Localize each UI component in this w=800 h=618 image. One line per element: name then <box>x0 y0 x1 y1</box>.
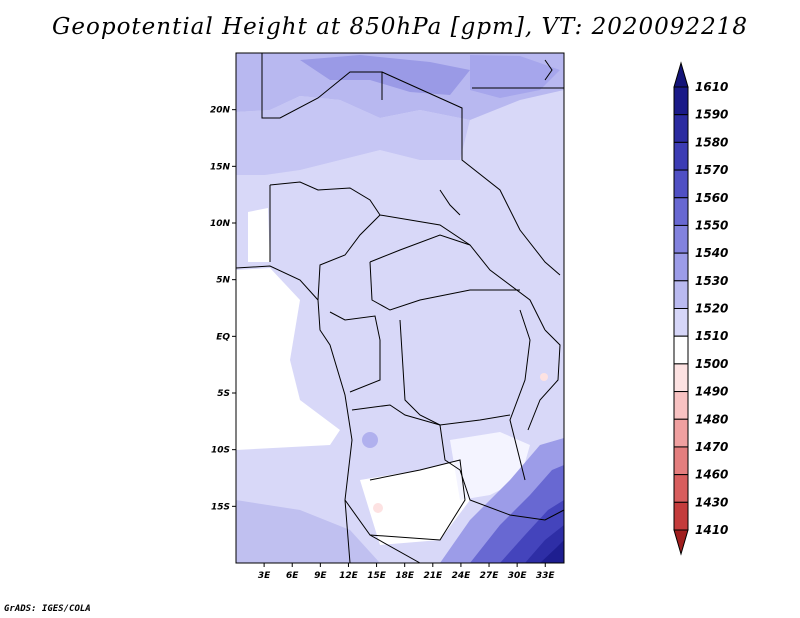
height-field <box>236 53 564 563</box>
x-tick-label: 24E <box>452 571 472 581</box>
colorbar-label: 1580 <box>695 135 728 149</box>
y-tick-label: 10S <box>211 446 230 456</box>
y-tick-label: 5N <box>216 276 230 286</box>
colorbar-label: 1520 <box>695 302 728 316</box>
colorbar-label: 1460 <box>695 468 728 482</box>
y-tick-label: 15S <box>211 502 230 512</box>
y-tick-label: 20N <box>210 106 231 116</box>
colorbar-swatch <box>673 169 689 199</box>
colorbar-label: 1430 <box>695 495 728 509</box>
y-axis: 20N 15N 10N 5N EQ 5S 10S 15S <box>210 106 236 512</box>
colorbar-swatch <box>673 446 689 476</box>
x-tick-label: 18E <box>395 571 415 581</box>
y-tick-label: EQ <box>216 332 230 342</box>
colorbar-swatch <box>673 363 689 393</box>
colorbar-label: 1590 <box>695 108 728 122</box>
colorbar-label: 1490 <box>695 385 728 399</box>
x-tick-label: 12E <box>339 571 359 581</box>
map-frame <box>235 52 565 564</box>
colorbar-label: 1610 <box>695 80 728 94</box>
y-tick-label: 10N <box>210 219 231 229</box>
colorbar-label: 1540 <box>695 246 728 260</box>
colorbar-swatch <box>673 474 689 503</box>
colorbar-swatch <box>673 308 689 337</box>
colorbar-swatch <box>673 197 689 226</box>
x-tick-label: 15E <box>367 571 387 581</box>
borders <box>236 53 564 563</box>
colorbar: 1610 1590 1580 1570 1560 1550 1540 1530 1520 1510… <box>673 61 728 556</box>
colorbar-swatch <box>673 252 689 282</box>
colorbar-swatch <box>673 418 689 448</box>
colorbar-label: 1500 <box>695 357 728 371</box>
colorbar-swatch <box>673 391 689 420</box>
map-title: Geopotential Height at 850hPa [gpm], VT:… <box>52 14 748 40</box>
colorbar-swatch <box>673 280 689 309</box>
x-tick-label: 3E <box>258 571 271 581</box>
colorbar-label: 1530 <box>695 274 728 288</box>
x-tick-label: 33E <box>536 571 556 581</box>
colorbar-swatch <box>673 141 689 171</box>
colorbar-swatch <box>673 335 689 365</box>
colorbar-label: 1560 <box>695 191 728 205</box>
colorbar-label: 1510 <box>695 329 728 343</box>
x-tick-label: 6E <box>286 571 299 581</box>
credit-text: GrADS: IGES/COLA <box>4 604 91 614</box>
x-tick-label: 9E <box>314 571 327 581</box>
x-tick-label: 21E <box>423 571 443 581</box>
colorbar-label: 1470 <box>695 440 728 454</box>
colorbar-label: 1570 <box>695 163 728 177</box>
x-tick-label: 30E <box>508 571 528 581</box>
y-tick-label: 15N <box>210 162 231 172</box>
colorbar-swatch <box>673 224 689 254</box>
colorbar-swatch <box>673 114 689 143</box>
colorbar-swatch <box>673 501 689 531</box>
colorbar-swatch <box>673 86 689 116</box>
colorbar-label: 1410 <box>695 523 728 537</box>
colorbar-label: 1550 <box>695 218 728 232</box>
x-axis: 3E 6E 9E 12E 15E 18E 21E 24E 27E 30E 33E <box>258 563 556 581</box>
colorbar-label: 1480 <box>695 412 728 426</box>
colorbar-bottom-arrow <box>673 529 689 556</box>
y-tick-label: 5S <box>217 389 230 399</box>
x-tick-label: 27E <box>480 571 500 581</box>
colorbar-top-arrow <box>673 61 689 88</box>
